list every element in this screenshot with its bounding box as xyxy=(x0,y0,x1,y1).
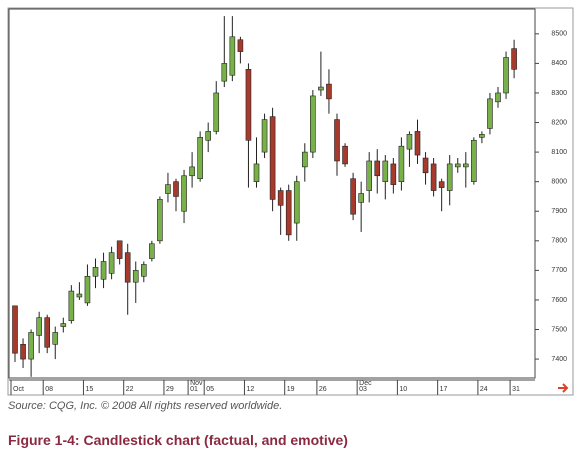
candle-body xyxy=(52,332,59,345)
y-tick-label: 7900 xyxy=(551,208,567,215)
candle-body xyxy=(165,184,171,194)
x-tick-label: 01 xyxy=(190,386,198,393)
candle-body xyxy=(173,181,179,197)
candle-body xyxy=(495,92,501,103)
candle-body xyxy=(157,199,163,242)
candle-body xyxy=(189,166,195,177)
x-tick-label: Oct xyxy=(13,386,24,393)
x-tick-label: 22 xyxy=(126,386,134,393)
candle-body xyxy=(141,264,147,277)
candle-body xyxy=(116,240,123,259)
candle-body xyxy=(511,48,517,70)
candle-body xyxy=(229,36,236,76)
candle-body xyxy=(253,163,260,182)
candle-body xyxy=(293,181,300,224)
y-tick-label: 8500 xyxy=(551,31,567,38)
candle-body xyxy=(366,160,373,191)
candle-body xyxy=(36,317,42,336)
y-tick-label: 7800 xyxy=(551,238,567,245)
month-label: Nov xyxy=(190,380,203,387)
candle-body xyxy=(28,332,34,360)
candle-body xyxy=(430,163,437,191)
x-tick-label: 12 xyxy=(246,386,254,393)
candle-body xyxy=(261,119,268,153)
chart: 7400 7500 7600 7700 7800 7900 8000 8100 8200 8300… xyxy=(7,7,574,396)
candle-body xyxy=(277,190,284,206)
candle-body xyxy=(438,181,445,188)
y-tick-label: 8100 xyxy=(551,149,567,156)
candle-body xyxy=(245,69,252,141)
y-tick-label: 8000 xyxy=(551,179,567,186)
x-tick-label: 17 xyxy=(440,386,448,393)
candle-body xyxy=(462,163,469,168)
scroll-arrow xyxy=(558,383,569,393)
candle-body xyxy=(301,151,308,168)
candle-body xyxy=(285,190,292,236)
candle-body xyxy=(76,293,83,298)
x-tick-label: 10 xyxy=(399,386,407,393)
source-note: Source: CQG, Inc. © 2008 All rights rese… xyxy=(8,400,283,412)
x-tick-label: 31 xyxy=(512,386,520,393)
x-tick-label: 19 xyxy=(287,386,295,393)
y-tick-label: 7700 xyxy=(551,267,567,274)
y-tick-label: 8300 xyxy=(551,90,567,97)
candle-body xyxy=(358,193,364,203)
candle-body xyxy=(390,163,397,185)
candle-body xyxy=(132,270,139,283)
month-label: Dec xyxy=(359,380,372,387)
candle-body xyxy=(471,139,477,182)
candle-body xyxy=(310,95,316,153)
candle-body xyxy=(84,275,91,304)
candle-body xyxy=(213,92,220,132)
candle-body xyxy=(374,160,381,177)
x-tick-label: 08 xyxy=(45,386,53,393)
candle-body xyxy=(124,252,131,283)
candle-body xyxy=(414,131,421,156)
candle-body xyxy=(92,267,99,277)
candle-body xyxy=(108,252,115,274)
y-tick-label: 7500 xyxy=(551,326,567,333)
candle-body xyxy=(205,131,211,141)
candle-body xyxy=(454,163,461,168)
candle-body xyxy=(149,243,155,259)
candle-body xyxy=(342,145,348,165)
x-tick-label: 24 xyxy=(480,386,488,393)
candle-body xyxy=(237,39,244,52)
candle-body xyxy=(479,134,485,138)
candle-body xyxy=(20,343,26,360)
candle-body xyxy=(44,317,51,348)
x-tick-label: 03 xyxy=(359,386,367,393)
candle-body xyxy=(221,63,228,82)
figure-title: Figure 1-4: Candlestick chart (factual, … xyxy=(8,432,348,448)
candle-body xyxy=(181,175,187,212)
candle-body xyxy=(350,178,356,215)
candle-body xyxy=(398,145,405,182)
candle-body xyxy=(12,305,18,354)
candle-body xyxy=(422,157,429,174)
candle-body xyxy=(100,261,107,280)
x-tick-label: 29 xyxy=(166,386,174,393)
x-tick-label: 26 xyxy=(319,386,327,393)
y-tick-label: 7400 xyxy=(551,356,567,363)
candle-body xyxy=(269,116,276,200)
candle-body xyxy=(326,83,332,100)
x-tick-label: 15 xyxy=(85,386,93,393)
candle-body xyxy=(68,290,75,321)
candle-body xyxy=(197,137,203,180)
candle-body xyxy=(60,323,67,327)
candle-body xyxy=(406,134,413,150)
x-tick-label: 05 xyxy=(206,386,214,393)
y-tick-label: 8200 xyxy=(551,119,567,126)
y-tick-label: 8400 xyxy=(551,60,567,67)
candle-body xyxy=(382,160,389,182)
candle-body xyxy=(446,163,453,191)
y-tick-label: 7600 xyxy=(551,297,567,304)
candle-body xyxy=(334,119,340,162)
candle-body xyxy=(487,98,493,129)
candle-body xyxy=(318,86,324,91)
candle-body xyxy=(503,57,509,94)
